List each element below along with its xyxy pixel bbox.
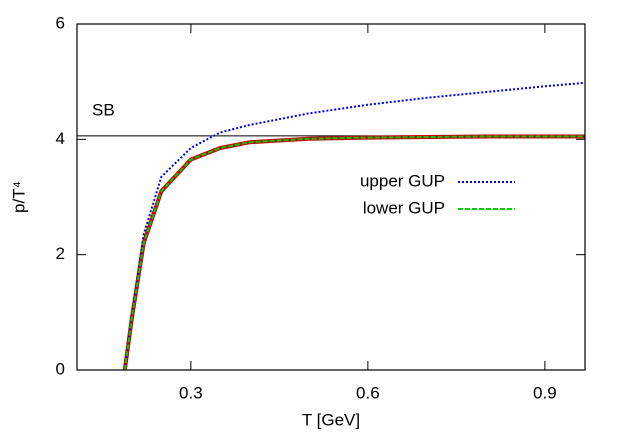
y-tick-label: 6 [56, 13, 65, 32]
x-axis-label: T [GeV] [302, 410, 360, 429]
y-tick-label: 0 [56, 359, 65, 378]
x-tick-label: 0.6 [356, 383, 380, 402]
line-series [123, 135, 585, 371]
reference-label: SB [92, 100, 115, 119]
legend-label: upper GUP [360, 171, 445, 190]
x-tick-label: 0.9 [533, 383, 557, 402]
line-series [123, 81, 586, 371]
y-tick-label: 4 [56, 129, 65, 148]
y-axis-label: p/T⁴ [9, 181, 28, 213]
plot-frame [76, 23, 586, 371]
legend-label: lower GUP [363, 198, 445, 217]
y-tick-label: 2 [56, 244, 65, 263]
line-series [122, 134, 585, 371]
x-tick-label: 0.3 [179, 383, 203, 402]
